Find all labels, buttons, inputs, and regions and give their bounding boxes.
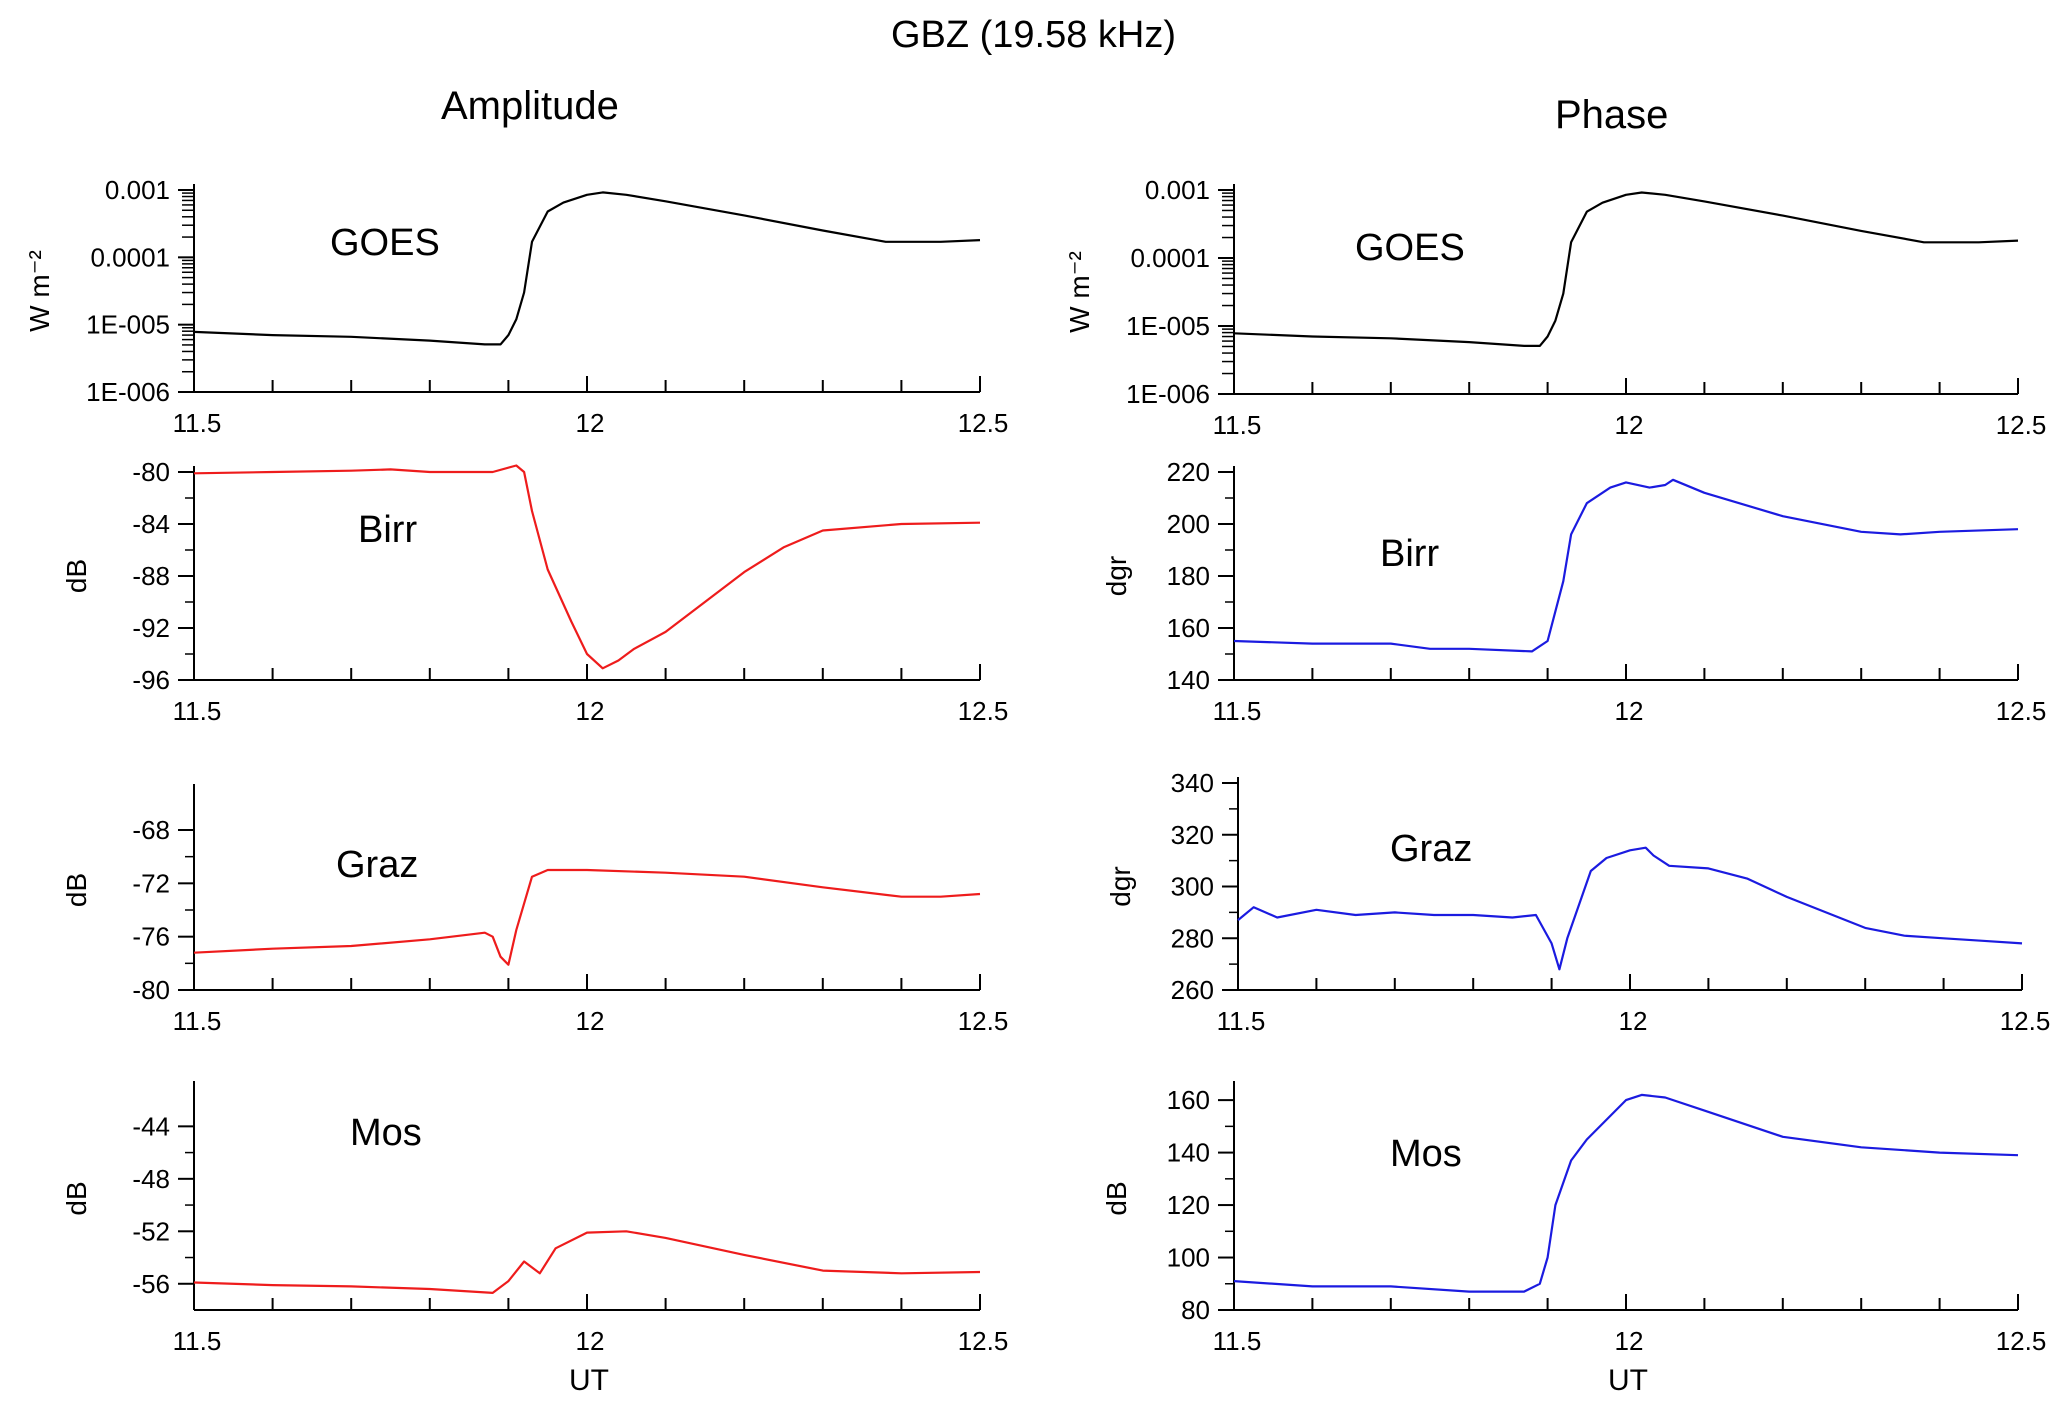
amp-mos-series-line (193, 1230, 981, 1295)
amp-graz-y-tick-label: -68 (132, 815, 170, 845)
phase-column-title: Phase (1555, 93, 1669, 137)
amp-goes-y-tick-label: 1E-005 (86, 310, 170, 340)
amp-graz-y-axis-label: dB (61, 873, 92, 907)
phase-mos-x-tick-label: 12 (1615, 1326, 1644, 1356)
phase-goes-series-line (1233, 191, 2019, 347)
amp-graz-x-tick-label: 12 (576, 1006, 605, 1036)
amp-birr-station-label: Birr (358, 509, 417, 551)
amp-mos-x-tick-label: 11.5 (173, 1326, 222, 1356)
phase-mos-x-tick-label: 12.5 (1996, 1326, 2047, 1356)
phase-graz-station-label: Graz (1390, 828, 1472, 870)
phase-birr-x-tick-label: 12.5 (1996, 696, 2047, 726)
amp-birr-x-tick-label: 12.5 (958, 696, 1009, 726)
amp-birr-series-line (193, 464, 981, 670)
amp-birr-y-tick-label: -84 (132, 509, 170, 539)
phase-mos-y-tick-label: 80 (1181, 1295, 1210, 1325)
amp-goes-y-tick-label: 1E-006 (86, 377, 170, 407)
phase-mos-station-label: Mos (1390, 1133, 1462, 1175)
phase-birr-y-tick-label: 180 (1167, 561, 1210, 591)
amp-goes-x-tick-label: 12 (576, 408, 605, 438)
phase-birr-series-line (1233, 478, 2019, 653)
amp-goes-x-tick-label: 12.5 (958, 408, 1009, 438)
amp-mos-y-tick-label: -48 (132, 1164, 170, 1194)
phase-goes-y-tick-label: 0.0001 (1130, 243, 1210, 273)
amplitude-column-title: Amplitude (441, 84, 619, 128)
amp-birr-y-tick-label: -92 (132, 613, 170, 643)
amp-mos-station-label: Mos (350, 1112, 422, 1154)
phase-graz-y-axis-label: dgr (1105, 866, 1136, 906)
amp-goes-x-tick-label: 11.5 (173, 408, 222, 438)
phase-mos-x-axis-label: UT (1608, 1364, 1648, 1397)
amp-mos-y-tick-label: -52 (132, 1216, 170, 1246)
phase-birr-station-label: Birr (1380, 533, 1439, 575)
amp-mos-y-tick-label: -56 (132, 1269, 170, 1299)
phase-goes-y-tick-label: 1E-005 (1126, 311, 1210, 341)
amp-goes-y-tick-label: 0.0001 (90, 242, 170, 272)
amp-birr-x-tick-label: 12 (576, 696, 605, 726)
phase-graz-y-tick-label: 320 (1171, 820, 1214, 850)
amp-birr-y-tick-label: -80 (132, 457, 170, 487)
amp-goes-station-label: GOES (330, 222, 440, 264)
amp-graz-x-tick-label: 12.5 (958, 1006, 1009, 1036)
amp-graz-series-line (193, 868, 981, 966)
amp-mos-y-axis-label: dB (61, 1181, 92, 1215)
amp-graz-y-tick-label: -72 (132, 868, 170, 898)
amp-graz-y-tick-label: -76 (132, 922, 170, 952)
phase-birr-y-tick-label: 160 (1167, 613, 1210, 643)
phase-birr-y-tick-label: 220 (1167, 457, 1210, 487)
amp-mos-x-axis-label: UT (569, 1364, 609, 1397)
phase-graz-x-tick-label: 11.5 (1217, 1006, 1266, 1036)
phase-mos-y-tick-label: 100 (1167, 1243, 1210, 1273)
phase-mos-y-axis-label: dB (1101, 1181, 1132, 1215)
figure-title: GBZ (19.58 kHz) (890, 14, 1177, 56)
phase-mos-y-tick-label: 140 (1167, 1138, 1210, 1168)
phase-goes-y-axis-label: W m⁻² (1064, 251, 1095, 333)
amp-mos-x-tick-label: 12.5 (958, 1326, 1009, 1356)
phase-goes-x-tick-label: 11.5 (1213, 410, 1262, 440)
phase-graz-y-tick-label: 260 (1171, 975, 1214, 1005)
phase-birr-y-tick-label: 140 (1167, 665, 1210, 695)
phase-mos-y-tick-label: 160 (1167, 1085, 1210, 1115)
amp-graz-station-label: Graz (336, 844, 418, 886)
phase-goes-y-tick-label: 0.001 (1145, 175, 1210, 205)
amp-goes-y-axis-label: W m⁻² (24, 250, 55, 332)
amp-mos-y-tick-label: -44 (132, 1111, 170, 1141)
phase-birr-x-tick-label: 11.5 (1213, 696, 1262, 726)
amp-mos-x-tick-label: 12 (576, 1326, 605, 1356)
amp-birr-y-tick-label: -96 (132, 665, 170, 695)
amp-birr-y-tick-label: -88 (132, 561, 170, 591)
phase-graz-y-tick-label: 340 (1171, 768, 1214, 798)
phase-graz-x-tick-label: 12.5 (2000, 1006, 2051, 1036)
phase-graz-series-line (1237, 846, 2023, 971)
amp-graz-x-tick-label: 11.5 (173, 1006, 222, 1036)
amp-birr-x-tick-label: 11.5 (173, 696, 222, 726)
phase-graz-y-tick-label: 300 (1171, 872, 1214, 902)
amp-goes-series-line (193, 191, 981, 346)
phase-mos-y-tick-label: 120 (1167, 1190, 1210, 1220)
phase-birr-y-axis-label: dgr (1101, 556, 1132, 596)
phase-goes-y-tick-label: 1E-006 (1126, 379, 1210, 409)
phase-mos-x-tick-label: 11.5 (1213, 1326, 1262, 1356)
phase-birr-x-tick-label: 12 (1615, 696, 1644, 726)
phase-goes-station-label: GOES (1355, 227, 1465, 269)
phase-goes-x-tick-label: 12.5 (1996, 410, 2047, 440)
amp-graz-y-tick-label: -80 (132, 975, 170, 1005)
phase-goes-x-tick-label: 12 (1615, 410, 1644, 440)
phase-mos-series-line (1233, 1093, 2019, 1293)
amp-birr-y-axis-label: dB (61, 559, 92, 593)
amp-goes-y-tick-label: 0.001 (105, 175, 170, 205)
phase-birr-y-tick-label: 200 (1167, 509, 1210, 539)
phase-graz-x-tick-label: 12 (1619, 1006, 1648, 1036)
phase-graz-y-tick-label: 280 (1171, 923, 1214, 953)
